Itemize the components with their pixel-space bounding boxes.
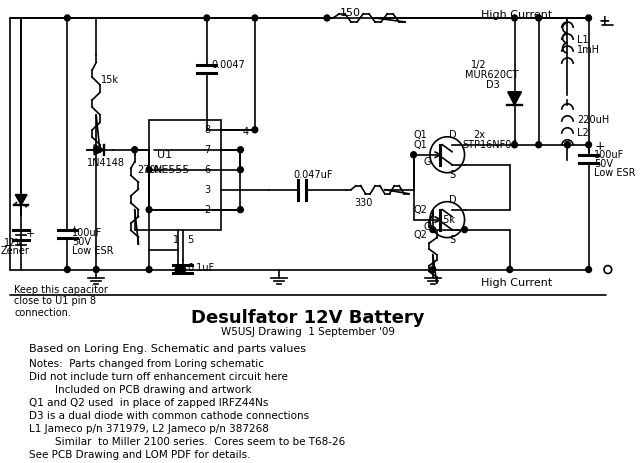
Text: Low ESR: Low ESR — [595, 168, 636, 178]
Circle shape — [430, 226, 436, 232]
Text: 2x: 2x — [473, 130, 485, 140]
Circle shape — [252, 15, 258, 21]
Text: 2: 2 — [204, 205, 210, 215]
Circle shape — [93, 267, 99, 273]
Text: 50V: 50V — [72, 237, 91, 247]
Circle shape — [237, 167, 243, 173]
Text: See PCB Drawing and LOM PDF for details.: See PCB Drawing and LOM PDF for details. — [29, 450, 250, 460]
Text: U1: U1 — [157, 150, 172, 160]
Circle shape — [324, 15, 330, 21]
Text: 1: 1 — [173, 235, 179, 244]
Polygon shape — [15, 194, 27, 205]
Circle shape — [511, 15, 518, 21]
Circle shape — [586, 142, 591, 148]
Text: Q2: Q2 — [413, 205, 428, 215]
Text: Similar  to Miller 2100 series.  Cores seem to be T68-26: Similar to Miller 2100 series. Cores see… — [29, 437, 345, 447]
Text: Q1: Q1 — [413, 130, 428, 140]
Text: 150: 150 — [339, 8, 360, 18]
Text: High Current: High Current — [481, 10, 552, 20]
Circle shape — [175, 267, 181, 273]
Text: 0.1uF: 0.1uF — [188, 263, 214, 273]
Text: W5USJ Drawing  1 September '09: W5USJ Drawing 1 September '09 — [221, 327, 395, 338]
Text: Did not include turn off enhancement circuit here: Did not include turn off enhancement cir… — [29, 372, 288, 382]
Text: 15k: 15k — [101, 75, 119, 85]
Text: Included on PCB drawing and artwork: Included on PCB drawing and artwork — [29, 385, 252, 395]
Text: 8: 8 — [204, 125, 210, 135]
Text: Low ESR: Low ESR — [72, 245, 114, 256]
Text: Notes:  Parts changed from Loring schematic: Notes: Parts changed from Loring schemat… — [29, 359, 264, 369]
Text: S: S — [449, 235, 455, 244]
Text: Desulfator 12V Battery: Desulfator 12V Battery — [191, 309, 424, 327]
Text: 12V: 12V — [4, 238, 23, 248]
Text: 100uF: 100uF — [595, 150, 625, 160]
Text: 220uH: 220uH — [577, 115, 609, 125]
Text: Keep this capacitor
close to U1 pin 8
connection.: Keep this capacitor close to U1 pin 8 co… — [15, 285, 108, 318]
Circle shape — [146, 267, 152, 273]
Polygon shape — [94, 145, 104, 155]
Text: G: G — [423, 222, 431, 232]
Text: Based on Loring Eng. Schematic and parts values: Based on Loring Eng. Schematic and parts… — [29, 344, 306, 355]
Text: S: S — [449, 170, 455, 180]
Circle shape — [65, 15, 70, 21]
Text: Q2: Q2 — [413, 230, 428, 240]
Circle shape — [564, 142, 570, 148]
Text: 100uF: 100uF — [72, 228, 102, 238]
Text: 0.047uF: 0.047uF — [293, 170, 333, 180]
Text: D: D — [449, 130, 457, 140]
Text: 0.0047: 0.0047 — [212, 60, 245, 70]
Circle shape — [586, 267, 591, 273]
Text: High Current: High Current — [481, 277, 552, 288]
Text: L1 Jameco p/n 371979, L2 Jameco p/n 387268: L1 Jameco p/n 371979, L2 Jameco p/n 3872… — [29, 424, 269, 434]
Text: L2: L2 — [577, 128, 589, 138]
Polygon shape — [508, 92, 522, 105]
Text: STP16NF06: STP16NF06 — [463, 140, 518, 150]
Text: MUR620CT: MUR620CT — [465, 70, 518, 80]
Circle shape — [65, 267, 70, 273]
Circle shape — [237, 147, 243, 153]
Text: D: D — [449, 194, 457, 205]
Text: 15k: 15k — [438, 215, 456, 225]
Text: Q1 and Q2 used  in place of zapped IRFZ44Ns: Q1 and Q2 used in place of zapped IRFZ44… — [29, 398, 268, 408]
Text: Zener: Zener — [1, 245, 30, 256]
Text: 1/2: 1/2 — [471, 60, 487, 70]
Text: +: + — [598, 14, 610, 28]
Text: 1N4148: 1N4148 — [86, 158, 125, 168]
Text: +: + — [70, 225, 79, 235]
Circle shape — [511, 142, 518, 148]
Circle shape — [430, 267, 436, 273]
Text: 5: 5 — [188, 235, 194, 244]
Circle shape — [93, 147, 99, 153]
Bar — [149, 120, 221, 230]
Circle shape — [507, 267, 513, 273]
Text: D3: D3 — [486, 80, 499, 90]
Text: +: + — [26, 229, 35, 238]
Text: 4: 4 — [243, 127, 248, 137]
Text: 330: 330 — [354, 198, 372, 208]
Circle shape — [536, 142, 541, 148]
Text: Q1: Q1 — [413, 140, 428, 150]
Circle shape — [586, 15, 591, 21]
Circle shape — [237, 206, 243, 213]
Text: 6: 6 — [204, 165, 210, 175]
Circle shape — [564, 142, 570, 148]
Circle shape — [204, 15, 210, 21]
Circle shape — [146, 206, 152, 213]
Text: 270k: 270k — [138, 165, 162, 175]
Text: NE555: NE555 — [154, 165, 190, 175]
Text: +: + — [595, 140, 605, 153]
Circle shape — [180, 267, 186, 273]
Text: 7: 7 — [204, 145, 210, 155]
Text: L1: L1 — [577, 35, 589, 45]
Text: G: G — [423, 157, 431, 167]
Circle shape — [146, 167, 152, 173]
Circle shape — [411, 152, 417, 158]
Circle shape — [461, 226, 467, 232]
Text: 3: 3 — [204, 185, 210, 195]
Text: 50V: 50V — [595, 159, 613, 169]
Circle shape — [132, 147, 138, 153]
Text: D3 is a dual diode with common cathode connections: D3 is a dual diode with common cathode c… — [29, 411, 309, 421]
Text: 1mH: 1mH — [577, 45, 600, 55]
Circle shape — [536, 15, 541, 21]
Circle shape — [252, 127, 258, 133]
